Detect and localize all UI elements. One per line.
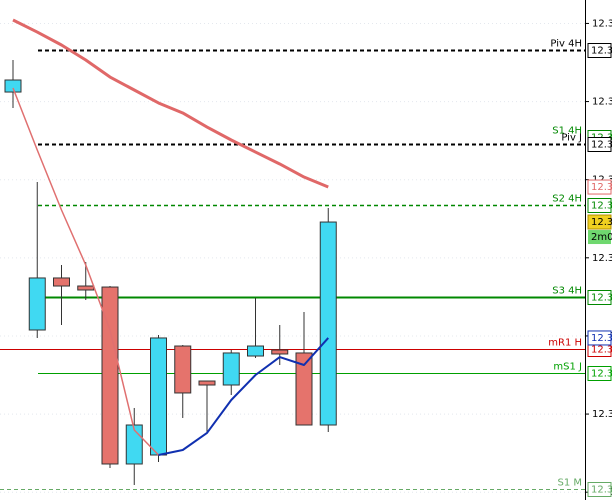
level-label: mR1 H bbox=[548, 338, 582, 349]
price-box-label: 12.3 bbox=[591, 140, 612, 151]
candle-body bbox=[77, 285, 95, 291]
price-box bbox=[587, 366, 612, 381]
timer-label: 2m0 bbox=[591, 232, 612, 243]
price-box bbox=[587, 137, 612, 152]
price-box bbox=[587, 198, 612, 213]
level-label: mS1 J bbox=[553, 362, 582, 373]
indicator-line bbox=[12, 18, 329, 189]
price-box-label: 12.3 bbox=[591, 369, 612, 380]
level-label: Piv J bbox=[561, 133, 582, 144]
price-box-label: 12.3 bbox=[591, 46, 612, 57]
level-label: Piv 4H bbox=[550, 39, 582, 50]
candle-body bbox=[150, 337, 167, 456]
price-box bbox=[587, 179, 612, 195]
level-label: S3 4H bbox=[552, 286, 582, 297]
candle-body bbox=[101, 286, 119, 465]
last-price-label: 12.3 bbox=[591, 217, 612, 228]
price-box-label: 12.3 bbox=[591, 201, 612, 212]
y-tick-label: 12.3 bbox=[592, 409, 612, 420]
price-box-label: 12.3 bbox=[591, 293, 612, 304]
last-price-box bbox=[587, 214, 612, 230]
candle-body bbox=[28, 277, 46, 331]
level-label: S2 4H bbox=[552, 194, 582, 205]
level-label: S1 4H bbox=[552, 126, 582, 137]
y-tick-label: 12.3 bbox=[592, 18, 612, 29]
indicator-line bbox=[12, 87, 160, 456]
price-box bbox=[587, 482, 612, 497]
level-label: S1 M bbox=[557, 478, 582, 489]
candle-body bbox=[319, 221, 337, 426]
candle-body bbox=[174, 345, 192, 394]
price-box-label: 12.3 bbox=[591, 182, 612, 193]
y-tick-label: 12.3 bbox=[592, 97, 612, 108]
price-box-label: 12.3 bbox=[591, 345, 612, 356]
candle-body bbox=[271, 349, 289, 355]
price-box bbox=[587, 290, 612, 305]
candle-body bbox=[53, 277, 70, 287]
candle-body bbox=[295, 352, 313, 426]
y-tick-label: 12.3 bbox=[592, 253, 612, 264]
price-box bbox=[587, 43, 612, 58]
indicator-line bbox=[158, 337, 329, 456]
candle-body bbox=[198, 380, 216, 386]
price-box-label: 12.3 bbox=[591, 485, 612, 496]
candle-body bbox=[222, 352, 240, 386]
candle-body bbox=[4, 79, 22, 93]
price-box bbox=[587, 330, 612, 346]
candle-body bbox=[247, 345, 264, 357]
timer-box bbox=[588, 230, 611, 245]
price-box-label: 12.3 bbox=[591, 333, 612, 344]
